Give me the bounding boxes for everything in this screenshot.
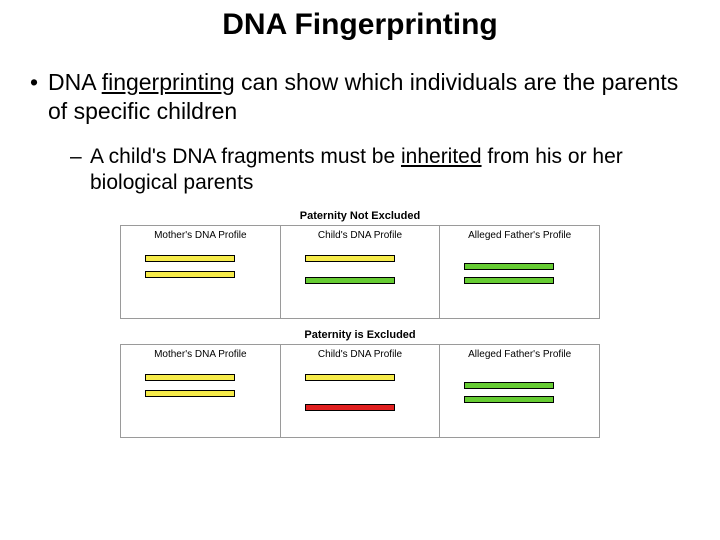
bullet2-text-pre: A child's DNA fragments must be bbox=[90, 145, 401, 168]
dna-band bbox=[145, 255, 235, 262]
dna-band bbox=[145, 390, 235, 397]
cell-label: Mother's DNA Profile bbox=[127, 349, 274, 360]
dna-band bbox=[305, 255, 395, 262]
bullet1-text-pre: DNA bbox=[48, 69, 102, 95]
page-title: DNA Fingerprinting bbox=[0, 8, 720, 42]
diagram-container: Paternity Not Excluded Mother's DNA Prof… bbox=[0, 210, 720, 448]
dna-band bbox=[145, 374, 235, 381]
cell-label: Child's DNA Profile bbox=[287, 230, 434, 241]
bullet-level-2: A child's DNA fragments must be inherite… bbox=[70, 144, 690, 197]
bullet2-underline: inherited bbox=[401, 145, 482, 168]
cell-label: Mother's DNA Profile bbox=[127, 230, 274, 241]
bands-r2-mother bbox=[127, 368, 274, 424]
diagram-row-2: Mother's DNA Profile Child's DNA Profile… bbox=[120, 344, 600, 438]
bullet-level-1: DNA fingerprinting can show which indivi… bbox=[30, 68, 690, 126]
bands-r1-child bbox=[287, 249, 434, 305]
section1-title: Paternity Not Excluded bbox=[120, 210, 600, 222]
diagram-row-1: Mother's DNA Profile Child's DNA Profile… bbox=[120, 225, 600, 319]
dna-diagram: Paternity Not Excluded Mother's DNA Prof… bbox=[120, 210, 600, 448]
cell-label: Child's DNA Profile bbox=[287, 349, 434, 360]
dna-band bbox=[464, 277, 554, 284]
cell-r1-mother: Mother's DNA Profile bbox=[121, 226, 281, 318]
bands-r2-father bbox=[446, 368, 593, 424]
bands-r2-child bbox=[287, 368, 434, 424]
cell-label: Alleged Father's Profile bbox=[446, 349, 593, 360]
bands-r1-mother bbox=[127, 249, 274, 305]
dna-band bbox=[145, 271, 235, 278]
bullet1-underline: fingerprinting bbox=[102, 69, 235, 95]
dna-band bbox=[305, 404, 395, 411]
dna-band bbox=[305, 277, 395, 284]
cell-r1-father: Alleged Father's Profile bbox=[440, 226, 599, 318]
dna-band bbox=[464, 263, 554, 270]
section2-title: Paternity is Excluded bbox=[120, 329, 600, 341]
dna-band bbox=[305, 374, 395, 381]
dna-band bbox=[464, 382, 554, 389]
cell-r2-child: Child's DNA Profile bbox=[281, 345, 441, 437]
cell-r2-father: Alleged Father's Profile bbox=[440, 345, 599, 437]
dna-band bbox=[464, 396, 554, 403]
cell-r2-mother: Mother's DNA Profile bbox=[121, 345, 281, 437]
cell-r1-child: Child's DNA Profile bbox=[281, 226, 441, 318]
cell-label: Alleged Father's Profile bbox=[446, 230, 593, 241]
bands-r1-father bbox=[446, 249, 593, 305]
